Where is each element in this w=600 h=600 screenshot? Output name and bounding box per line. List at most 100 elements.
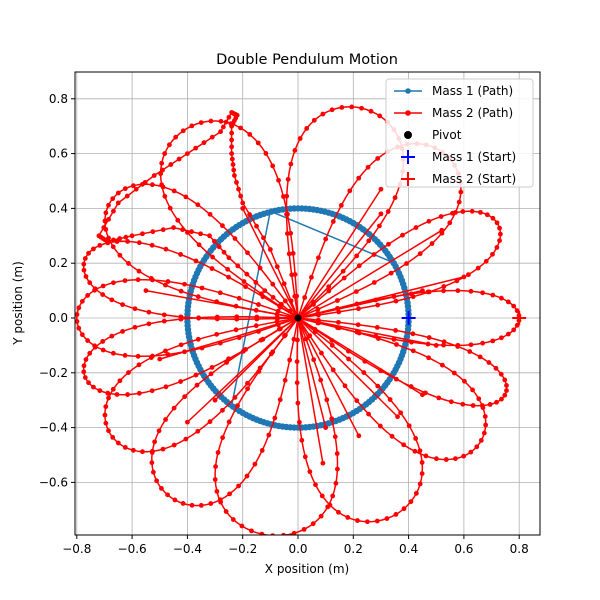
mass2-point (335, 466, 340, 472)
mass2-point (75, 319, 80, 324)
mass2-point (220, 407, 225, 413)
mass2-point (178, 288, 184, 294)
mass2-point (419, 460, 425, 465)
mass2-point (132, 306, 138, 312)
mass2-point (240, 348, 246, 354)
mass2-point (135, 277, 141, 283)
mass2-point (297, 136, 303, 141)
mass2-point (196, 315, 201, 321)
mass2-point (391, 337, 397, 342)
mass2-point (193, 145, 199, 151)
mass2-point (178, 379, 183, 384)
mass2-point (460, 401, 466, 407)
mass2-point (287, 308, 293, 314)
mass2-point (152, 439, 158, 445)
mass2-point (263, 151, 269, 156)
mass2-lobe (82, 316, 299, 396)
mass2-point (125, 392, 130, 397)
mass2-point (247, 131, 253, 137)
mass2-point (378, 186, 384, 192)
mass2-point (83, 274, 89, 279)
mass2-point (161, 312, 167, 318)
mass2-point (234, 314, 240, 320)
mass2-point (349, 104, 355, 110)
mass2-point (311, 357, 317, 363)
mass2-point (182, 281, 187, 287)
mass2-point (279, 301, 284, 307)
mass2-point (318, 513, 324, 519)
mass2-point (483, 258, 489, 264)
mass2-point (320, 111, 326, 117)
mass2-segment (297, 317, 437, 347)
mass2-point (230, 517, 236, 522)
mass2-point (277, 397, 283, 403)
mass2-point (156, 428, 162, 434)
mass2-point (82, 375, 88, 380)
mass2-point (448, 399, 454, 405)
x-tick-label: 0.4 (399, 542, 418, 556)
mass2-point (375, 302, 381, 308)
mass2-point (393, 327, 398, 333)
mass2-point (468, 288, 474, 294)
mass2-segment (297, 213, 382, 319)
start-markers (294, 311, 527, 325)
mass2-segment (159, 317, 299, 360)
mass2-point (229, 156, 235, 162)
mass2-point (245, 386, 250, 392)
mass2-point (255, 140, 261, 146)
mass2-point (163, 417, 168, 422)
mass2-point (91, 384, 96, 390)
mass2-point (193, 258, 199, 264)
mass2-point (235, 263, 241, 269)
mass2-point (85, 293, 91, 298)
mass2-point (313, 482, 318, 488)
mass2-point (346, 356, 351, 362)
mass2-point (329, 107, 335, 113)
mass2-point (307, 469, 313, 475)
mass2-point (110, 386, 116, 392)
mass2-point (198, 120, 204, 125)
mass2-point (143, 288, 149, 293)
legend-label: Mass 2 (Start) (432, 172, 516, 186)
mass2-point (245, 380, 250, 386)
mass2-point (474, 444, 480, 450)
mass2-point (436, 395, 442, 401)
mass2-point (475, 265, 481, 271)
mass2-point (91, 246, 96, 252)
mass2-point (375, 156, 381, 161)
mass2-point (135, 353, 141, 359)
mass2-point (233, 327, 239, 333)
mass2-point (483, 422, 489, 428)
mass2-point (294, 359, 300, 365)
mass2-point (140, 231, 145, 237)
mass2-point (340, 268, 346, 274)
mass2-point (377, 423, 383, 429)
mass2-point (285, 211, 290, 217)
mass2-point (236, 295, 242, 301)
legend-entry: Mass 2 (Start) (401, 172, 516, 186)
mass2-point (103, 404, 109, 410)
mass2-point (502, 392, 508, 398)
mass2-point (262, 288, 268, 293)
plot-frame (74, 71, 541, 536)
mass2-point (385, 209, 391, 214)
mass2-point (282, 377, 288, 383)
mass2-point (323, 425, 329, 430)
mass2-point (218, 499, 224, 505)
mass2-point (150, 229, 156, 235)
mass2-lobe (151, 317, 299, 507)
mass2-point (189, 123, 195, 129)
mass2-point (266, 432, 272, 438)
x-tick-label: −0.8 (62, 542, 91, 556)
mass2-point (239, 523, 245, 529)
mass2-point (142, 179, 148, 185)
mass2-lobe (296, 317, 424, 523)
mass2-point (150, 277, 155, 283)
mass2-point (253, 323, 259, 329)
mass2-point (276, 326, 282, 332)
mass2-point (240, 200, 246, 206)
mass2-point (193, 372, 199, 378)
mass2-point (126, 370, 131, 375)
mass2-point (232, 173, 237, 178)
